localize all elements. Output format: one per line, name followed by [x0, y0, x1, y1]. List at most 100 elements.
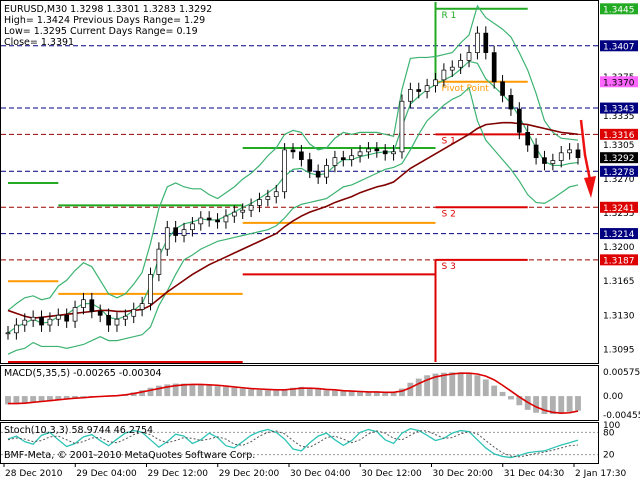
price-bar-body [483, 32, 489, 53]
macd-histogram-bar [46, 396, 53, 402]
price-tag-text: 1.3278 [603, 168, 635, 178]
price-tick-label: 1.3270 [603, 175, 635, 185]
macd-histogram-bar [197, 384, 204, 397]
price-bar-body [72, 307, 78, 322]
price-bar-body [47, 318, 53, 326]
price-bar-body [408, 89, 413, 102]
macd-histogram-bar [139, 390, 146, 397]
header-info: EURUSD,M30 1.3298 1.3301 1.3283 1.3292 H… [4, 4, 212, 48]
macd-histogram-bar [231, 387, 238, 397]
macd-histogram-bar [239, 388, 246, 397]
price-bar-body [106, 314, 111, 326]
header-line-3: Low= 1.3295 Current Days Range= 0.19 [4, 26, 198, 37]
price-bar-body [575, 149, 581, 159]
price-bar-body [533, 144, 539, 159]
price-tag [600, 128, 638, 140]
macd-histogram-bar [432, 373, 439, 397]
price-bar-body [156, 248, 162, 275]
macd-histogram-bar [566, 396, 573, 412]
price-tag [600, 76, 638, 88]
macd-histogram-bar [38, 396, 45, 402]
time-tick-label: 29 Dec 12:00 [148, 469, 209, 479]
macd-histogram-bar [223, 386, 229, 397]
price-tag-text: 1.3187 [603, 256, 635, 266]
price-bar-body [282, 149, 287, 193]
price-bar-body [550, 160, 556, 164]
macd-title: MACD(5,35,5) -0.00265 -0.00304 [4, 368, 162, 379]
stoch-signal-line [7, 430, 579, 458]
macd-histogram-bar [172, 383, 179, 397]
price-tick-label: 1.3165 [603, 277, 635, 287]
price-tag [600, 165, 638, 177]
macd-histogram-bar [440, 372, 447, 397]
macd-histogram-bar [214, 386, 221, 397]
time-tick-label: 29 Dec 04:00 [76, 469, 137, 479]
macd-histogram-bar [549, 396, 556, 414]
price-bar-body [22, 319, 28, 326]
price-bar-body [223, 215, 229, 223]
macd-tick-label: 0.00 [603, 392, 623, 402]
price-bar-body [500, 81, 505, 96]
price-tag-text: 1.3292 [603, 154, 635, 164]
price-bar-body [215, 219, 220, 223]
macd-histogram-bar [340, 391, 347, 397]
macd-histogram-bar [63, 396, 70, 399]
price-bar-body [382, 150, 388, 155]
macd-histogram-bar [424, 375, 431, 397]
price-bar-body [5, 332, 11, 335]
price-tag [600, 40, 638, 52]
price-tag-text: 1.3214 [603, 230, 635, 240]
price-bar-body [257, 199, 262, 206]
price-tick-label: 1.3095 [603, 345, 635, 355]
price-bar-body [290, 149, 296, 153]
price-bar-body [542, 157, 547, 164]
price-bar-body [139, 303, 145, 310]
time-axis: 28 Dec 2010 29 Dec 04:00 29 Dec 12:00 29 De… [3, 464, 627, 479]
price-bar-body [190, 223, 195, 231]
time-tick-label: 30 Dec 04:00 [290, 469, 351, 479]
price-bar-body [449, 66, 455, 71]
macd-tick-label: -0.00455 [603, 411, 640, 421]
price-bar-body [131, 309, 137, 317]
macd-histogram-bar [482, 379, 489, 397]
price-bar-body [248, 205, 254, 211]
stoch-tick-label: 20 [603, 451, 615, 461]
macd-histogram-bar [407, 382, 414, 397]
price-bar-body [114, 318, 120, 326]
price-bar-body [148, 274, 153, 304]
time-tick-label: 29 Dec 20:00 [219, 469, 280, 479]
macd-histogram-bar [365, 392, 372, 397]
macd-histogram-bar [5, 396, 11, 405]
header-line-4: Close= 1.3391 [4, 37, 74, 48]
macd-histogram-bar [290, 387, 296, 397]
macd-histogram-bar [575, 396, 581, 411]
price-bar-body [164, 227, 170, 250]
macd-histogram-bar [164, 384, 171, 397]
price-bar-body [231, 211, 237, 217]
price-bar-body [324, 165, 329, 178]
macd-histogram-bar [558, 396, 565, 414]
macd-histogram-bar [264, 390, 271, 397]
price-tag [600, 3, 638, 15]
level-label: S 2 [442, 209, 456, 219]
macd-histogram-bar [373, 392, 380, 397]
macd-histogram-bar [415, 378, 422, 397]
price-bar-body [466, 52, 472, 61]
macd-histogram-bar [181, 383, 187, 397]
macd-histogram-bar [13, 396, 20, 404]
macd-histogram-bar [508, 396, 514, 400]
price-tag-text: 1.3241 [603, 204, 635, 214]
time-tick-label: 28 Dec 2010 [5, 469, 63, 479]
price-tick-label: 1.3200 [603, 243, 635, 253]
macd-histogram-bar [30, 396, 37, 403]
macd-panel: 0.00575 0.00 -0.00455 [5, 368, 640, 421]
price-bar-body [391, 151, 396, 155]
price-bar-body [89, 299, 95, 312]
macd-histogram-bar [466, 372, 472, 397]
price-tick-label: 1.3305 [603, 141, 635, 151]
price-bar-body [458, 60, 463, 68]
time-tick-label: 2 Jan 17:30 [575, 469, 627, 479]
price-bar-body [516, 108, 522, 133]
price-tick-label: 1.3235 [603, 209, 635, 219]
